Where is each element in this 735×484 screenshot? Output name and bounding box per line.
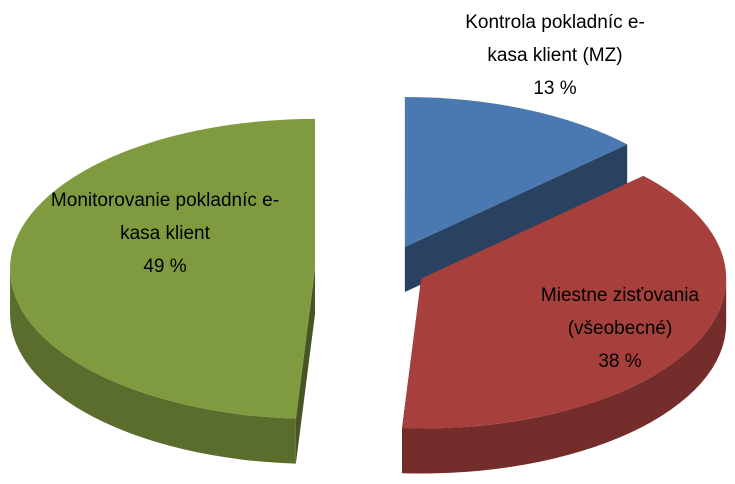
category-name: Kontrola pokladníc e-kasa klient (MZ) <box>465 12 645 66</box>
slice-wall <box>295 268 316 464</box>
value-label: 38 % <box>598 351 642 372</box>
value-label: 13 % <box>533 78 577 99</box>
slice <box>10 118 316 419</box>
value-label: 49 % <box>143 256 187 277</box>
slice <box>402 175 727 429</box>
slice-wall <box>404 144 628 293</box>
category-name: Monitorovanie pokladníc e-kasa klient <box>50 190 280 244</box>
slice-label: Monitorovanie pokladníc e-kasa klient 49 … <box>46 184 284 283</box>
slice-side <box>402 278 727 474</box>
slice-label: Miestne zisťovania (všeobecné) 38 % <box>525 279 715 378</box>
category-name: Miestne zisťovania (všeobecné) <box>540 285 700 339</box>
slice <box>404 97 628 248</box>
slice-side <box>10 268 296 464</box>
slice-label: Kontrola pokladníc e-kasa klient (MZ) 13 … <box>455 6 655 105</box>
